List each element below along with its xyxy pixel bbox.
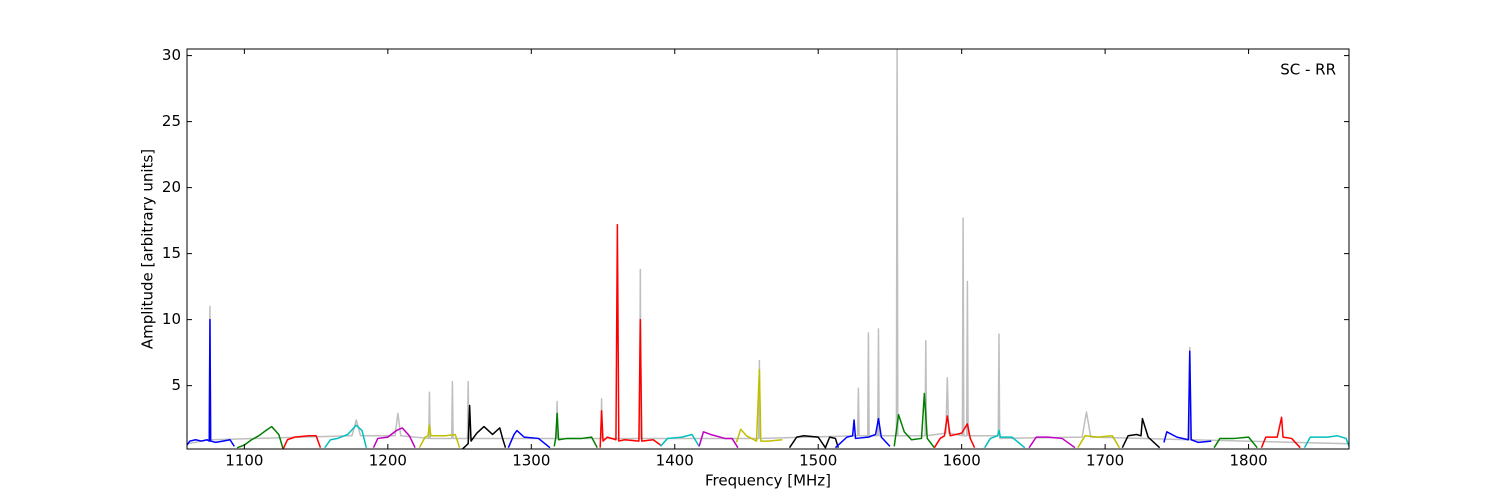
spectrum-line [553,412,598,449]
y-tick-label: 15 [162,244,181,262]
spectrum-line [187,318,235,447]
spectrum-line [507,429,551,449]
y-tick-label: 10 [162,310,181,328]
spectrum-line [324,424,368,449]
spectrum-line [698,431,739,449]
spectrum-line [1260,416,1301,449]
spectrum-line [983,429,1026,449]
y-axis-label: Amplitude [arbitrary units] [139,149,157,349]
spectrum-line [1213,436,1258,449]
y-tick-label: 30 [162,46,181,64]
spectrum-line [372,427,416,449]
spectrum-line [1303,435,1349,449]
axes-frame [186,48,1350,450]
x-tick-label: 1100 [225,452,263,470]
x-tick-label: 1500 [799,452,837,470]
annotation: SC - RR [1280,61,1336,79]
spectrum-line [236,425,284,449]
x-tick-label: 1800 [1229,452,1267,470]
x-tick-label: 1700 [1086,452,1124,470]
spectrum-line [933,415,976,449]
x-tick-label: 1300 [512,452,550,470]
spectrum-line [1121,417,1161,449]
spectrum-line [282,435,322,449]
spectrum-line [735,369,783,443]
spectrum-line [1028,436,1076,449]
spectrum-line [893,392,936,449]
spectrum-line [659,433,700,447]
spectrum-line [1163,350,1212,444]
spectrum-line [461,404,507,449]
x-tick-label: 1200 [369,452,407,470]
x-tick-label: 1400 [656,452,694,470]
spectrum-line [187,49,1349,445]
spectrum-line [1077,435,1121,449]
spectrum-line [834,417,891,449]
x-axis-label: Frequency [MHz] [705,472,831,490]
spectrum-line [788,435,840,449]
y-tick-label: 20 [162,178,181,196]
spectrum-line [418,424,461,449]
spectrum-line [599,223,661,448]
y-tick-label: 5 [171,376,181,394]
y-tick-label: 25 [162,112,181,130]
plot-area [187,49,1349,449]
x-tick-label: 1600 [943,452,981,470]
